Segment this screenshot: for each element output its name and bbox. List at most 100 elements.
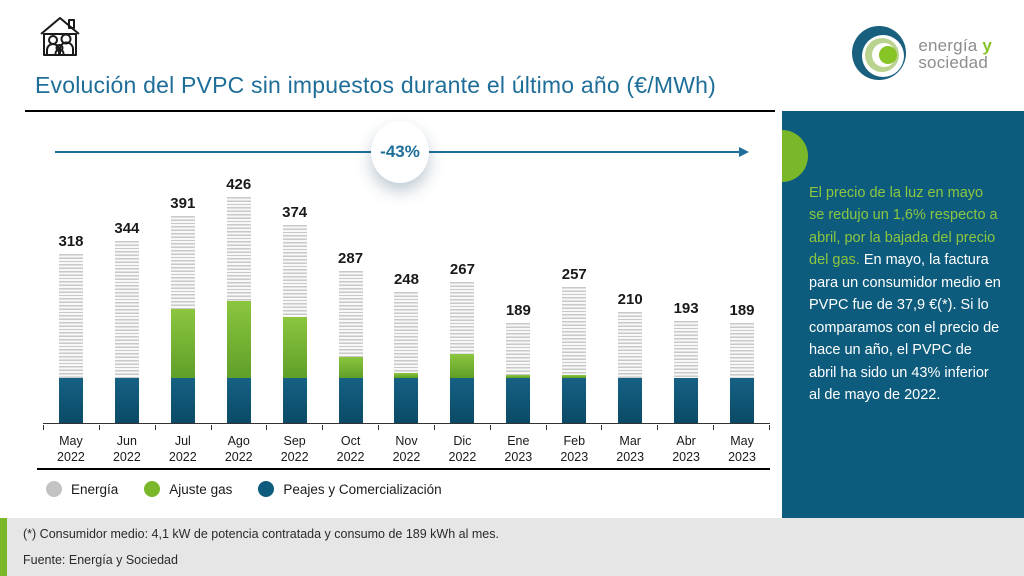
trend-arrow-head-icon bbox=[739, 146, 749, 157]
bar-segment-peajes bbox=[58, 377, 83, 423]
stacked-bar bbox=[58, 254, 83, 423]
bar-segment-ajuste bbox=[170, 309, 195, 378]
month-label: Jun 2022 bbox=[112, 434, 141, 465]
bar-column: 189 bbox=[714, 172, 770, 423]
footnote: (*) Consumidor medio: 4,1 kW de potencia… bbox=[23, 527, 499, 541]
month-label: Ago 2022 bbox=[224, 434, 253, 465]
bar-segment-peajes bbox=[562, 377, 587, 423]
bar-total-label: 267 bbox=[449, 260, 475, 278]
bar-segment-peajes bbox=[730, 377, 755, 423]
bar-column: 248 bbox=[379, 172, 435, 423]
bar-column: 189 bbox=[490, 172, 546, 423]
bar-segment-peajes bbox=[674, 377, 699, 423]
stacked-bar bbox=[674, 320, 699, 423]
chart-legend: Energía Ajuste gas Peajes y Comercializaci… bbox=[46, 481, 442, 497]
bar-total-label: 189 bbox=[729, 301, 755, 319]
bar-column: 193 bbox=[658, 172, 714, 423]
month-label: Jul 2022 bbox=[168, 434, 197, 465]
stacked-bar bbox=[282, 224, 307, 423]
bar-segment-energia bbox=[674, 320, 699, 378]
bar-segment-ajuste bbox=[394, 372, 419, 378]
bar-column: 210 bbox=[602, 172, 658, 423]
bar-segment-peajes bbox=[226, 377, 251, 423]
legend-item: Ajuste gas bbox=[144, 481, 232, 497]
chart-area: -43% 318 344 391 426 374 287 248 267 189 257 210 19… bbox=[25, 112, 775, 474]
legend-label: Energía bbox=[71, 481, 119, 497]
bar-total-label: 248 bbox=[393, 270, 419, 288]
bar-total-label: 193 bbox=[673, 299, 699, 317]
bar-segment-ajuste bbox=[506, 375, 531, 378]
stacked-bar bbox=[618, 311, 643, 423]
bar-segment-energia bbox=[394, 291, 419, 373]
percent-change-badge: -43% bbox=[371, 121, 429, 183]
bar-segment-energia bbox=[282, 224, 307, 318]
month-label: Mar 2023 bbox=[616, 434, 645, 465]
title-divider bbox=[25, 110, 775, 112]
month-axis: May 2022 Jun 2022 Jul 2022 Ago 2022 Sep 2022 Oct 20… bbox=[43, 433, 770, 466]
page-title: Evolución del PVPC sin impuestos durante… bbox=[35, 72, 716, 98]
bar-segment-ajuste bbox=[226, 300, 251, 378]
bar-column: 257 bbox=[546, 172, 602, 423]
footer: (*) Consumidor medio: 4,1 kW de potencia… bbox=[0, 518, 1024, 576]
month-label: Abr 2023 bbox=[672, 434, 700, 465]
bar-segment-energia bbox=[58, 254, 83, 378]
bar-segment-energia bbox=[730, 322, 755, 378]
stacked-bar bbox=[114, 240, 139, 423]
footer-accent-strip bbox=[0, 518, 7, 576]
energia-y-sociedad-logo: energía y sociedad bbox=[852, 26, 992, 82]
month-label: Feb 2023 bbox=[560, 434, 589, 465]
bar-segment-ajuste bbox=[562, 375, 587, 378]
bar-column: 287 bbox=[323, 172, 379, 423]
bar-column: 318 bbox=[43, 172, 99, 423]
month-label: Oct 2022 bbox=[336, 434, 365, 465]
bar-segment-peajes bbox=[114, 377, 139, 423]
bar-segment-energia bbox=[506, 322, 531, 376]
bar-column: 267 bbox=[434, 172, 490, 423]
bar-total-label: 210 bbox=[617, 290, 643, 308]
stacked-bar bbox=[394, 291, 419, 423]
bar-segment-energia bbox=[170, 215, 195, 310]
bar-total-label: 344 bbox=[114, 219, 140, 237]
month-label: Dic 2022 bbox=[448, 434, 477, 465]
bar-total-label: 391 bbox=[170, 194, 196, 212]
house-family-icon bbox=[40, 17, 80, 56]
bar-total-label: 257 bbox=[561, 265, 587, 283]
legend-label: Ajuste gas bbox=[169, 481, 233, 497]
month-label: May 2022 bbox=[57, 434, 85, 465]
logo-wordmark: energía y sociedad bbox=[918, 35, 992, 72]
legend-item: Energía bbox=[46, 481, 118, 497]
bar-segment-energia bbox=[226, 197, 251, 301]
bar-segment-peajes bbox=[618, 377, 643, 423]
bar-segment-peajes bbox=[338, 377, 363, 423]
bar-segment-ajuste bbox=[338, 357, 363, 378]
stacked-bar bbox=[730, 322, 755, 423]
bar-segment-ajuste bbox=[450, 354, 475, 378]
legend-swatch-icon bbox=[144, 481, 161, 497]
legend-item: Peajes y Comercialización bbox=[258, 481, 442, 497]
commentary-sidebar: El precio de la luz en mayo se redujo un… bbox=[782, 111, 1024, 518]
bar-total-label: 318 bbox=[58, 233, 84, 251]
plot-area: 318 344 391 426 374 287 248 267 189 257 210 193 189 bbox=[43, 172, 770, 424]
chart-bottom-divider bbox=[37, 468, 770, 470]
stacked-bar bbox=[506, 322, 531, 423]
bar-segment-peajes bbox=[170, 377, 195, 423]
bar-total-label: 287 bbox=[338, 249, 364, 267]
bar-total-label: 374 bbox=[282, 203, 308, 221]
sidebar-highlight-text: El precio de la luz en mayo se redujo un… bbox=[809, 185, 998, 269]
bar-segment-ajuste bbox=[282, 317, 307, 378]
stacked-bar bbox=[562, 286, 587, 423]
bar-column: 344 bbox=[99, 172, 155, 423]
bar-segment-energia bbox=[450, 281, 475, 355]
bar-segment-energia bbox=[562, 286, 587, 376]
stacked-bar bbox=[170, 215, 195, 423]
stacked-bar bbox=[226, 197, 251, 423]
energia-y-sociedad-logo-mark bbox=[852, 26, 908, 82]
legend-swatch-icon bbox=[258, 481, 275, 497]
bar-total-label: 189 bbox=[505, 301, 531, 319]
month-label: May 2023 bbox=[728, 434, 756, 465]
stacked-bar bbox=[338, 270, 363, 423]
bar-segment-peajes bbox=[506, 377, 531, 423]
sidebar-body-text: En mayo, la factura para un consumidor m… bbox=[809, 252, 1001, 404]
bar-segment-energia bbox=[618, 311, 643, 378]
month-label: Sep 2022 bbox=[280, 434, 309, 465]
